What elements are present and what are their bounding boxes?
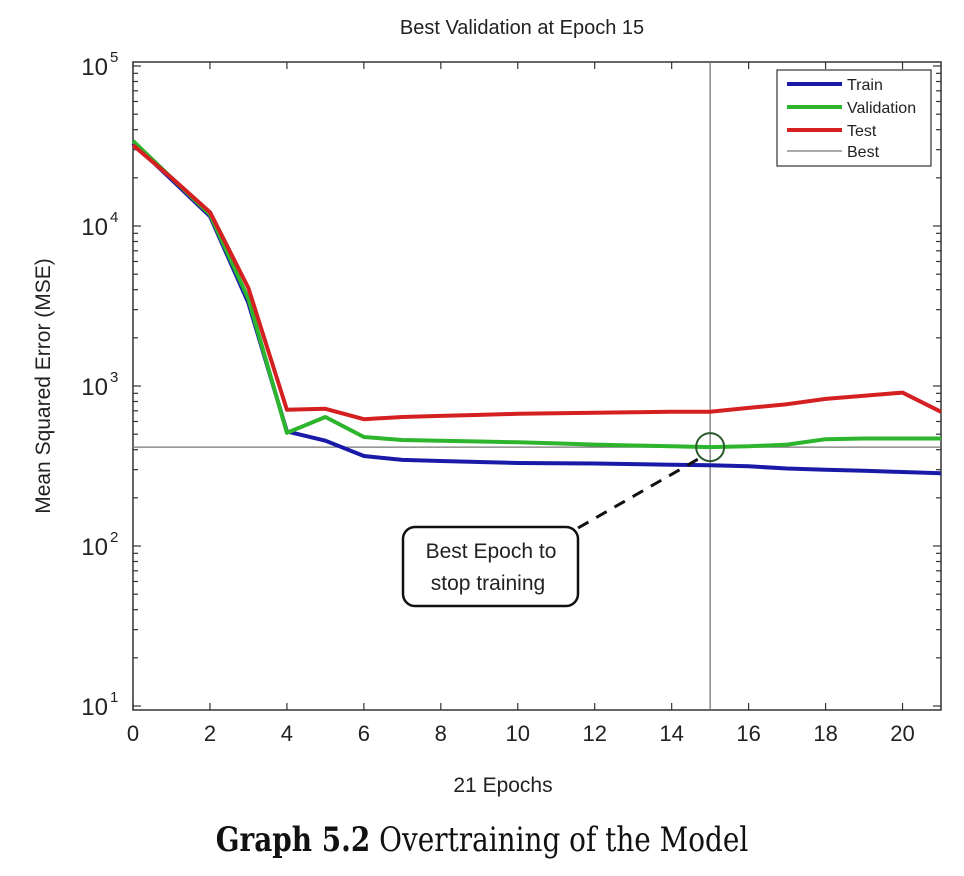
x-tick-label: 0 (127, 721, 139, 746)
y-tick-label: 10 (81, 534, 108, 561)
annotation-line-2: stop training (431, 572, 545, 595)
legend-label-validation: Validation (847, 100, 916, 117)
x-tick-label: 2 (204, 721, 216, 746)
y-tick-label: 10 (81, 214, 108, 241)
x-tick-label: 4 (281, 721, 293, 746)
figure-caption: Graph 5.2 Overtraining of the Model (87, 820, 877, 860)
series-group (131, 139, 942, 476)
chart-title: Best Validation at Epoch 15 (400, 17, 644, 39)
annotation-line-1: Best Epoch to (426, 540, 557, 563)
y-tick-label: 10 (81, 54, 108, 81)
legend-label-test: Test (847, 123, 877, 140)
y-tick-exponent: 3 (110, 369, 118, 386)
legend: Train Validation Test Best (776, 69, 932, 167)
caption-text: Overtraining of the Model (370, 820, 749, 860)
y-tick-exponent: 4 (110, 209, 118, 226)
y-axis-label: Mean Squared Error (MSE) (32, 258, 55, 514)
y-tick-label: 10 (81, 374, 108, 401)
axis-ticks (132, 62, 941, 710)
series-line-validation (131, 139, 941, 450)
x-tick-label: 18 (813, 721, 837, 746)
x-tick-label: 10 (506, 721, 530, 746)
annotation-pointer (577, 457, 699, 530)
x-tick-labels: 0 2 4 6 8 10 12 14 16 18 20 (127, 721, 915, 746)
x-tick-label: 16 (736, 721, 760, 746)
x-tick-label: 6 (358, 721, 370, 746)
y-tick-label: 10 (81, 694, 108, 721)
x-tick-label: 8 (435, 721, 447, 746)
best-epoch-marker (695, 432, 726, 463)
series-line-test (131, 143, 942, 422)
y-tick-exponent: 1 (110, 689, 118, 706)
annotation-box (401, 525, 580, 608)
caption-label: Graph 5.2 (215, 820, 371, 860)
y-tick-exponent: 2 (110, 529, 118, 546)
legend-label-best: Best (847, 144, 880, 161)
legend-label-train: Train (847, 77, 883, 94)
y-tick-exponent: 5 (110, 49, 118, 66)
x-tick-label: 14 (659, 721, 683, 746)
x-tick-label: 12 (582, 721, 606, 746)
x-tick-label: 20 (890, 721, 914, 746)
x-axis-label: 21 Epochs (453, 774, 552, 797)
chart: Best Validation at Epoch 15 0 2 4 6 8 10 12 14 1… (32, 17, 942, 797)
